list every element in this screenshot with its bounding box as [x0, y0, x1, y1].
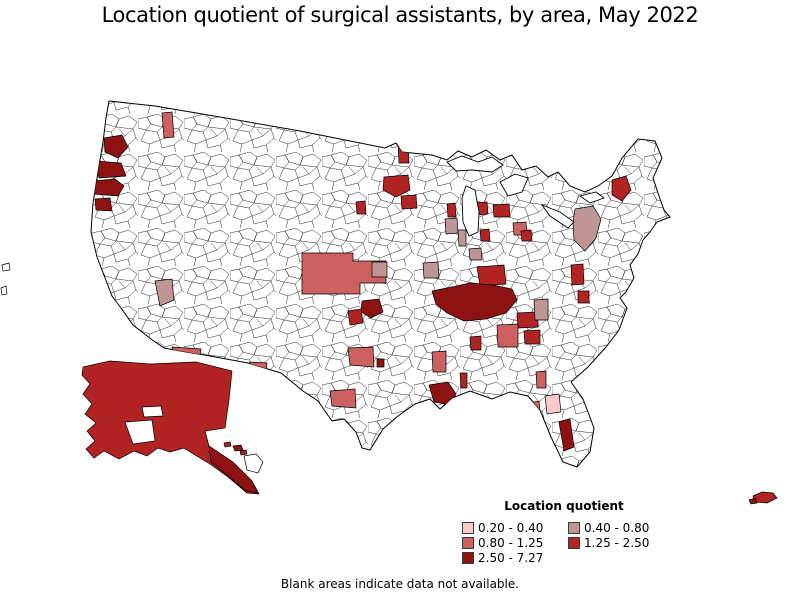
- lake-huron-icon: [499, 173, 529, 197]
- map-region: [496, 323, 519, 348]
- legend-item: 2.50 - 7.27: [462, 552, 560, 564]
- legend-item-label: 1.25 - 2.50: [584, 536, 650, 550]
- map-region: [382, 174, 411, 198]
- legend-swatch-icon: [568, 522, 580, 534]
- map-region: [469, 335, 482, 351]
- map-region: [94, 160, 127, 179]
- map-region: [301, 252, 387, 295]
- map-region: [376, 358, 385, 368]
- map-region: [355, 200, 367, 215]
- map-region: [94, 197, 113, 212]
- legend-item: 0.20 - 0.40: [462, 522, 560, 534]
- map-region: [243, 453, 264, 474]
- map-region: [239, 449, 248, 456]
- map-region: [533, 298, 549, 321]
- map-region: [223, 441, 232, 448]
- legend-item-label: 0.40 - 0.80: [584, 521, 650, 535]
- page-title: Location quotient of surgical assistants…: [101, 3, 699, 27]
- footnote: Blank areas indicate data not available.: [280, 577, 520, 591]
- legend-item-label: 0.80 - 1.25: [478, 536, 544, 550]
- map-region: [516, 311, 539, 329]
- legend-item: 0.80 - 1.25: [462, 537, 560, 549]
- map-region: [523, 329, 541, 345]
- legend-item-label: 2.50 - 7.27: [478, 551, 544, 565]
- lake-superior-icon: [446, 155, 504, 173]
- map-region: [371, 261, 388, 278]
- map-region: [232, 444, 244, 452]
- map-region: [570, 263, 585, 286]
- map-region: [161, 111, 175, 139]
- map-region: [558, 418, 575, 452]
- map-region: [468, 247, 483, 261]
- map-region: [476, 264, 507, 287]
- legend-swatch-icon: [462, 552, 474, 564]
- map-region: [527, 400, 542, 428]
- legend-swatch-icon: [568, 537, 580, 549]
- map-region: [0, 285, 8, 296]
- map-region: [431, 282, 518, 322]
- map-region: [572, 205, 602, 252]
- map-region: [444, 217, 459, 235]
- legend-swatch-icon: [462, 522, 474, 534]
- map-region: [341, 438, 354, 451]
- map-region: [457, 229, 467, 247]
- map-region: [577, 290, 590, 304]
- legend-items: 0.20 - 0.40 0.40 - 0.80 0.80 - 1.25 1.25 - …: [462, 522, 666, 564]
- map-region: [431, 350, 447, 373]
- map-region: [400, 194, 418, 210]
- map-region: [1, 262, 11, 272]
- map-region: [171, 346, 202, 363]
- map-region: [535, 370, 547, 389]
- great-lakes: [446, 155, 605, 237]
- map-region: [446, 202, 457, 218]
- map-region: [347, 308, 364, 326]
- map-region: [141, 405, 164, 418]
- lake-ontario-icon: [578, 191, 605, 204]
- map-region: [492, 203, 511, 218]
- map-region: [422, 261, 440, 279]
- legend-item: 0.40 - 0.80: [568, 522, 666, 534]
- map-region: [347, 346, 375, 368]
- map-region: [479, 228, 491, 242]
- map-region: [124, 419, 156, 445]
- map-region: [103, 134, 129, 159]
- legend-item-label: 0.20 - 0.40: [478, 521, 544, 535]
- legend-swatch-icon: [462, 537, 474, 549]
- map-region: [544, 393, 562, 415]
- map-region: [611, 175, 632, 202]
- legend-title: Location quotient: [504, 499, 624, 513]
- map-region: [329, 388, 357, 409]
- lake-michigan-icon: [461, 185, 480, 237]
- lake-erie-icon: [540, 204, 575, 229]
- map-region: [208, 445, 259, 494]
- legend-item: 1.25 - 2.50: [568, 537, 666, 549]
- map-region: [154, 278, 175, 307]
- map-region: [748, 497, 758, 505]
- map-region: [520, 229, 533, 242]
- legend: Location quotient 0.20 - 0.40 0.40 - 0.80…: [462, 499, 666, 564]
- map-region: [459, 372, 468, 389]
